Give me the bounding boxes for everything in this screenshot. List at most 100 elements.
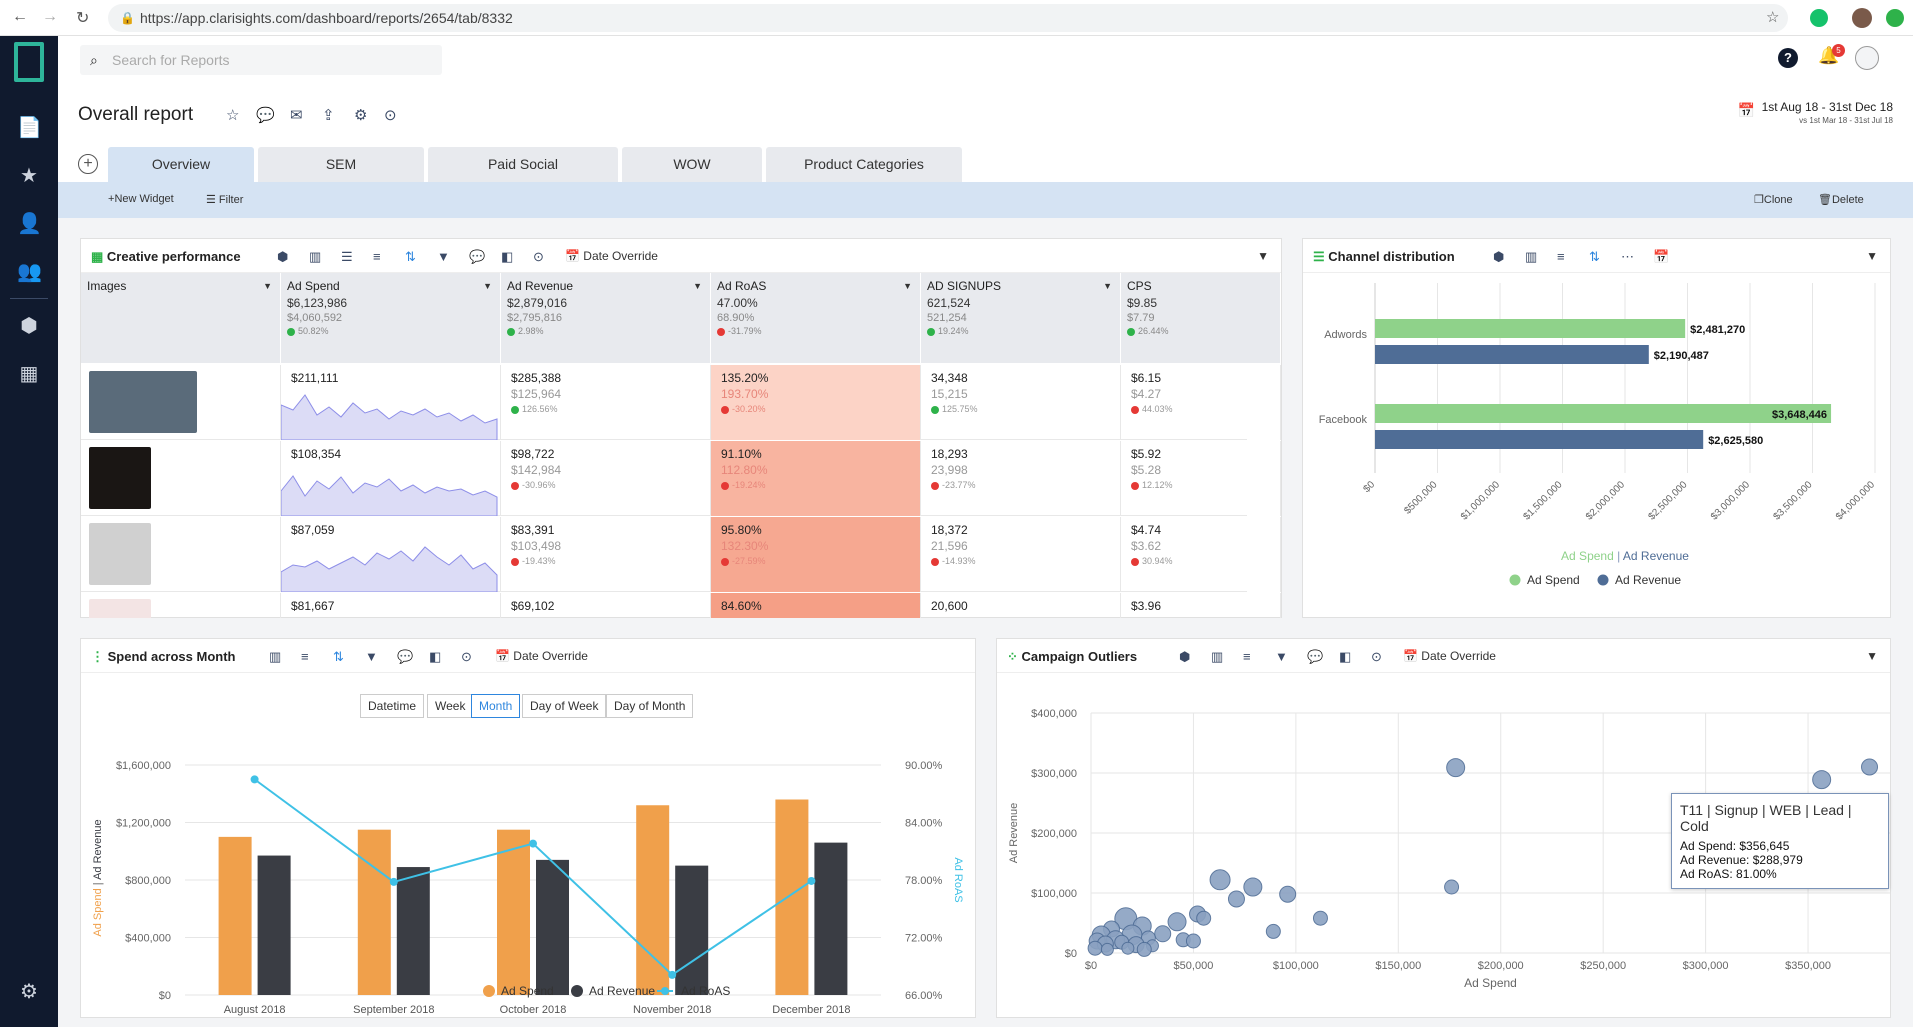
sort-icon[interactable]: ⇅ <box>333 649 344 664</box>
reload-icon[interactable]: ↻ <box>76 10 90 27</box>
creative-thumbnail[interactable] <box>89 599 151 618</box>
creative-thumbnail[interactable] <box>89 371 197 433</box>
settings-gear-icon[interactable]: ⚙ <box>20 981 38 1003</box>
grammarly-icon[interactable] <box>1810 9 1828 27</box>
address-bar[interactable]: 🔒 https://app.clarisights.com/dashboard/… <box>108 4 1788 32</box>
filter-icon[interactable]: ≡ <box>301 649 309 664</box>
segment-datetime[interactable]: Datetime <box>360 694 425 718</box>
more-dots-icon[interactable]: ⋯ <box>1621 249 1634 264</box>
comment-icon[interactable]: 💬 <box>397 649 414 664</box>
shared-reports-icon[interactable]: 👥 <box>17 261 42 283</box>
user-avatar[interactable] <box>1855 46 1879 70</box>
sort-icon[interactable]: ⇅ <box>405 249 416 264</box>
segment-day-of-week[interactable]: Day of Week <box>522 694 607 718</box>
star-icon[interactable]: ☆ <box>226 107 240 124</box>
chevron-down-icon[interactable]: ▼ <box>1866 649 1878 663</box>
tab-sem[interactable]: SEM <box>258 147 424 182</box>
creative-thumbnail[interactable] <box>89 447 151 509</box>
gear-icon[interactable]: ⚙ <box>354 107 368 124</box>
tab-paid-social[interactable]: Paid Social <box>428 147 618 182</box>
clone-button[interactable]: ❐Clone <box>1754 193 1793 206</box>
segment-week[interactable]: Week <box>427 694 474 718</box>
user-reports-icon[interactable]: 👤 <box>17 213 42 235</box>
extension-icon[interactable] <box>1886 9 1904 27</box>
comment-icon[interactable]: 💬 <box>256 107 275 124</box>
columns-icon[interactable]: ▥ <box>269 649 282 664</box>
filter-icon[interactable]: ≡ <box>1557 249 1565 264</box>
sort-icon[interactable]: ⇅ <box>1589 249 1600 264</box>
bookmark-star-icon[interactable]: ☆ <box>1766 9 1780 26</box>
widgets-icon[interactable]: ▦ <box>19 363 39 385</box>
search-input[interactable]: ⌕ Search for Reports <box>80 45 442 75</box>
chevron-down-icon[interactable]: ▼ <box>903 281 912 291</box>
back-icon[interactable]: ← <box>12 8 28 25</box>
chevron-down-icon[interactable]: ▼ <box>1866 249 1878 263</box>
compare-icon[interactable]: ◧ <box>1339 649 1352 664</box>
new-report-icon[interactable]: 📄 <box>17 117 42 139</box>
add-tab-icon[interactable]: + <box>78 154 98 174</box>
rows-icon[interactable]: ☰ <box>341 249 353 264</box>
more-icon[interactable]: ⊙ <box>533 249 544 264</box>
cube-icon[interactable]: ⬢ <box>277 249 289 264</box>
filter-icon[interactable]: ≡ <box>373 249 381 264</box>
table-row[interactable]: $87,059 $83,391 $103,498 -19.43% 95.80% 132.3… <box>81 517 1281 592</box>
tab-product-categories[interactable]: Product Categories <box>766 147 962 182</box>
new-widget-button[interactable]: +New Widget <box>108 193 174 205</box>
date-override-button[interactable]: 📅 Date Override <box>1403 649 1496 663</box>
segment-day-of-month[interactable]: Day of Month <box>606 694 694 718</box>
table-row[interactable]: $81,667 $69,102 84.60% 20,600 $3.96 <box>81 593 1281 618</box>
column-header-4[interactable]: AD SIGNUPS ▼ 621,524 521,254 19.24% <box>921 273 1121 363</box>
app-logo[interactable] <box>14 42 44 82</box>
profile-avatar[interactable] <box>1852 8 1872 28</box>
share-icon[interactable]: ⇪ <box>322 107 335 124</box>
delete-button[interactable]: 🗑Delete <box>1818 193 1864 206</box>
page-title: Overall report <box>78 104 194 125</box>
spend-cell: $81,667 <box>281 593 501 618</box>
comment-icon[interactable]: 💬 <box>1307 649 1324 664</box>
calendar-icon[interactable]: 📅 <box>1653 249 1670 264</box>
tab-wow[interactable]: WOW <box>622 147 762 182</box>
funnel-icon[interactable]: ▼ <box>1275 649 1288 664</box>
comment-icon[interactable]: 💬 <box>469 249 486 264</box>
date-override-button[interactable]: 📅 Date Override <box>565 249 658 263</box>
column-header-5[interactable]: CPS $9.85 $7.79 26.44% <box>1121 273 1281 363</box>
segment-month[interactable]: Month <box>471 694 521 718</box>
cube-icon[interactable]: ⬢ <box>1179 649 1191 664</box>
chevron-down-icon[interactable]: ▼ <box>263 281 272 291</box>
column-header-1[interactable]: Ad Spend ▼ $6,123,986 $4,060,592 50.82% <box>281 273 501 363</box>
columns-icon[interactable]: ▥ <box>1525 249 1538 264</box>
compare-icon[interactable]: ◧ <box>429 649 442 664</box>
column-header-3[interactable]: Ad RoAS ▼ 47.00% 68.90% -31.79% <box>711 273 921 363</box>
legend-dot <box>483 985 495 997</box>
more-icon[interactable]: ⊙ <box>461 649 472 664</box>
tab-overview[interactable]: Overview <box>108 147 254 182</box>
date-override-button[interactable]: 📅 Date Override <box>495 649 588 663</box>
starred-reports-icon[interactable]: ★ <box>20 165 38 187</box>
date-range-picker[interactable]: 📅 1st Aug 18 - 31st Dec 18 vs 1st Mar 18… <box>1738 100 1893 125</box>
more-icon[interactable]: ⊙ <box>1371 649 1382 664</box>
filter-icon[interactable]: ≡ <box>1243 649 1251 664</box>
column-header-2[interactable]: Ad Revenue ▼ $2,879,016 $2,795,816 2.98% <box>501 273 711 363</box>
columns-icon[interactable]: ▥ <box>1211 649 1224 664</box>
column-header-0[interactable]: Images ▼ <box>81 273 281 363</box>
filter-button[interactable]: ☰ Filter <box>206 193 243 206</box>
funnel-icon[interactable]: ▼ <box>437 249 450 264</box>
forward-icon[interactable]: → <box>42 8 58 25</box>
columns-icon[interactable]: ▥ <box>309 249 322 264</box>
compare-icon[interactable]: ◧ <box>501 249 514 264</box>
email-icon[interactable]: ✉ <box>290 107 303 124</box>
change-value: -19.24% <box>732 480 766 490</box>
table-row[interactable]: $211,111 $285,388 $125,964 126.56% 135.20% 19… <box>81 365 1281 440</box>
cube-icon[interactable]: ⬢ <box>20 315 38 337</box>
column-compare: $4,060,592 <box>287 312 343 324</box>
table-row[interactable]: $108,354 $98,722 $142,984 -30.96% 91.10% 112.… <box>81 441 1281 516</box>
chevron-down-icon[interactable]: ▼ <box>693 281 702 291</box>
more-icon[interactable]: ⊙ <box>384 107 397 124</box>
chevron-down-icon[interactable]: ▼ <box>483 281 492 291</box>
help-icon[interactable]: ? <box>1778 48 1798 68</box>
cube-icon[interactable]: ⬢ <box>1493 249 1505 264</box>
chevron-down-icon[interactable]: ▼ <box>1103 281 1112 291</box>
funnel-icon[interactable]: ▼ <box>365 649 378 664</box>
chevron-down-icon[interactable]: ▼ <box>1257 249 1269 263</box>
creative-thumbnail[interactable] <box>89 523 151 585</box>
